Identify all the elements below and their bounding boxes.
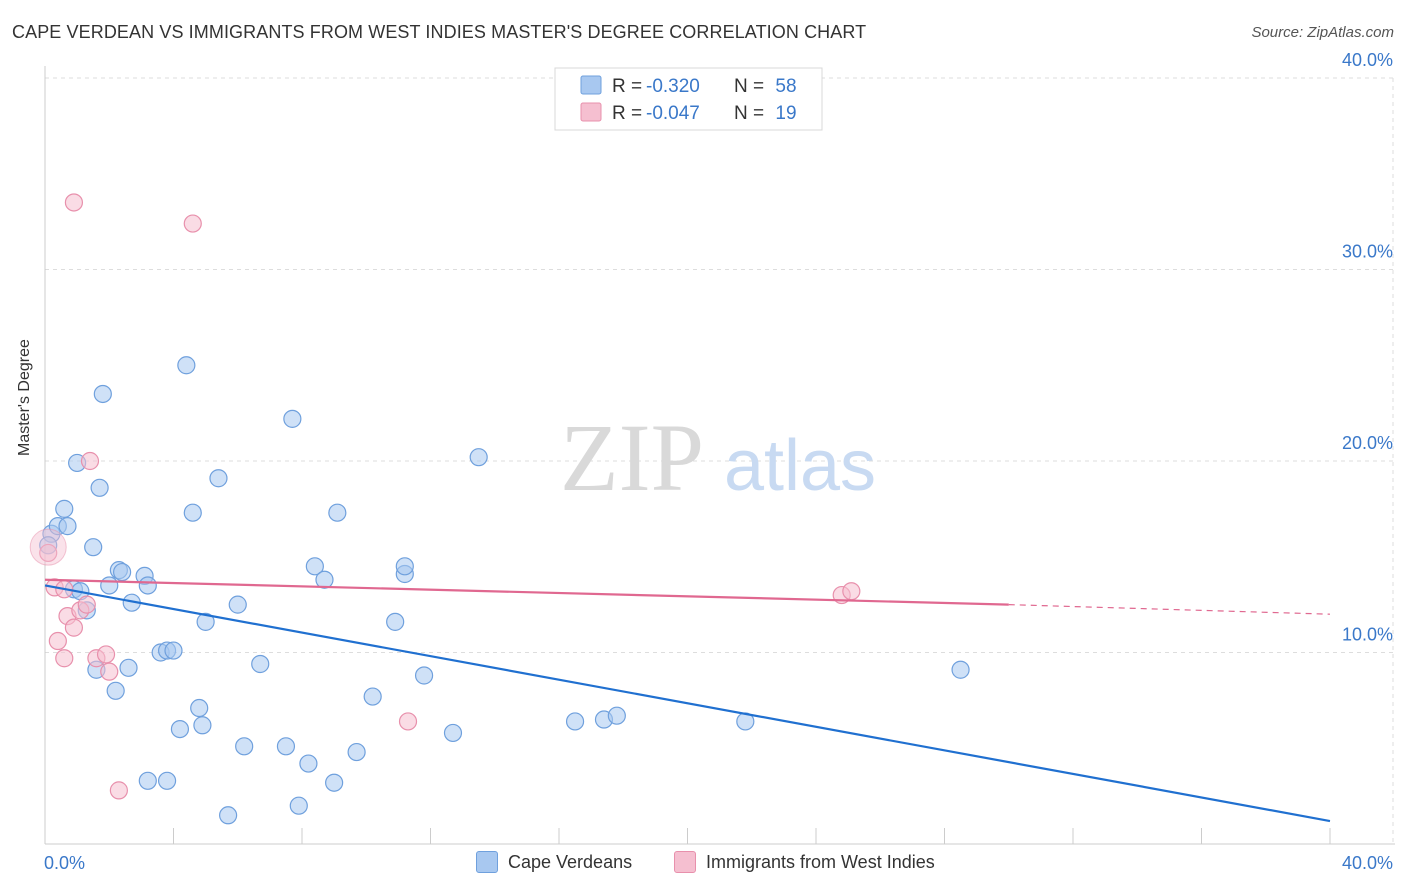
legend-top: R = -0.320 N = 58 R = -0.047 N = 19	[554, 67, 823, 131]
trend-line-cape-verdean	[44, 584, 1331, 823]
point-cape-verdean[interactable]	[251, 654, 270, 674]
point-cape-verdean[interactable]	[443, 723, 463, 743]
x-tick-label-max: 40.0%	[1342, 853, 1393, 873]
trend-lines	[44, 578, 1331, 823]
legend-item-west-indies[interactable]: Immigrants from West Indies	[674, 851, 935, 873]
point-cape-verdean[interactable]	[58, 517, 77, 536]
y-tick-label: 20.0%	[1342, 433, 1393, 453]
point-cape-verdean[interactable]	[347, 742, 366, 762]
point-west-indies[interactable]	[96, 645, 116, 664]
point-cape-verdean[interactable]	[219, 806, 238, 825]
point-cape-verdean[interactable]	[315, 570, 334, 589]
point-cape-verdean[interactable]	[235, 737, 254, 756]
point-cape-verdean[interactable]	[193, 716, 212, 735]
legend-bottom: Cape Verdeans Immigrants from West Indie…	[0, 851, 1406, 877]
watermark: ZIP atlas	[560, 404, 876, 511]
point-cape-verdean[interactable]	[93, 384, 112, 404]
trend-line-west-indies-extension	[1008, 604, 1331, 615]
watermark-atlas: atlas	[724, 426, 876, 506]
point-west-indies[interactable]	[48, 631, 67, 651]
tick-labels: 10.0% 20.0% 30.0% 40.0% 0.0% 40.0%	[44, 50, 1393, 873]
source-label: Source: ZipAtlas.com	[1251, 24, 1394, 41]
point-cape-verdean[interactable]	[119, 658, 138, 677]
point-cape-verdean[interactable]	[228, 595, 247, 614]
legend-r-label: R =	[612, 76, 642, 97]
legend-n-value: 58	[775, 76, 796, 97]
point-cape-verdean[interactable]	[106, 681, 125, 700]
legend-top-swatch	[580, 75, 602, 95]
point-cluster-origin[interactable]	[29, 528, 67, 566]
point-west-indies[interactable]	[109, 781, 128, 800]
axes	[44, 66, 1395, 845]
point-west-indies[interactable]	[842, 582, 861, 601]
y-tick-label: 30.0%	[1342, 242, 1393, 262]
point-cape-verdean[interactable]	[283, 409, 302, 428]
point-west-indies[interactable]	[183, 214, 202, 233]
legend-item-cape-verdeans[interactable]: Cape Verdeans	[476, 851, 632, 873]
legend-swatch-blue	[476, 851, 498, 873]
point-cape-verdean[interactable]	[196, 612, 215, 631]
point-west-indies[interactable]	[55, 649, 74, 668]
y-tick-label: 10.0%	[1342, 625, 1393, 645]
legend-n-label: N =	[734, 103, 764, 124]
point-cape-verdean[interactable]	[565, 712, 585, 731]
chart-title: CAPE VERDEAN VS IMMIGRANTS FROM WEST IND…	[12, 22, 867, 42]
point-cape-verdean[interactable]	[55, 499, 74, 518]
watermark-zip: ZIP	[560, 404, 704, 511]
point-west-indies[interactable]	[80, 451, 100, 471]
point-cape-verdean[interactable]	[100, 576, 119, 595]
point-cape-verdean[interactable]	[138, 576, 157, 595]
point-cape-verdean[interactable]	[386, 612, 405, 631]
legend-label-cape-verdeans: Cape Verdeans	[508, 851, 633, 872]
point-cape-verdean[interactable]	[328, 503, 347, 522]
point-cape-verdean[interactable]	[276, 737, 296, 756]
point-cape-verdean[interactable]	[190, 698, 209, 718]
point-cape-verdean[interactable]	[299, 754, 318, 773]
data-points	[29, 193, 970, 825]
legend-swatch-pink	[674, 851, 696, 873]
point-cape-verdean[interactable]	[363, 687, 382, 706]
point-cape-verdean[interactable]	[305, 557, 324, 576]
point-cape-verdean[interactable]	[170, 719, 190, 739]
point-cape-verdean[interactable]	[138, 771, 157, 790]
legend-n-label: N =	[734, 76, 764, 97]
point-cape-verdean[interactable]	[90, 478, 109, 497]
x-tick-label-min: 0.0%	[44, 853, 85, 873]
point-cape-verdean[interactable]	[177, 356, 196, 375]
point-cape-verdean[interactable]	[469, 448, 488, 467]
legend-n-value: 19	[775, 103, 796, 124]
point-west-indies[interactable]	[39, 543, 58, 563]
legend-label-west-indies: Immigrants from West Indies	[706, 851, 935, 872]
y-tick-label: 40.0%	[1342, 50, 1393, 70]
point-west-indies[interactable]	[64, 618, 84, 637]
trend-line-west-indies	[44, 578, 1009, 606]
point-cape-verdean[interactable]	[325, 773, 344, 792]
point-cape-verdean[interactable]	[414, 666, 434, 685]
point-cape-verdean[interactable]	[607, 706, 626, 725]
point-west-indies[interactable]	[64, 193, 84, 212]
legend-r-value: -0.320	[646, 76, 700, 97]
point-west-indies[interactable]	[398, 712, 418, 731]
point-cape-verdean[interactable]	[951, 660, 970, 679]
point-cape-verdean[interactable]	[157, 771, 177, 790]
point-cape-verdean[interactable]	[289, 796, 308, 815]
point-cape-verdean[interactable]	[84, 538, 103, 557]
point-cape-verdean[interactable]	[164, 641, 183, 660]
grid-lines	[45, 77, 1395, 844]
point-cape-verdean[interactable]	[183, 503, 202, 522]
legend-r-label: R =	[612, 103, 642, 124]
point-west-indies[interactable]	[77, 595, 96, 614]
point-cape-verdean[interactable]	[112, 562, 132, 582]
point-west-indies[interactable]	[100, 662, 119, 681]
legend-r-value: -0.047	[646, 103, 700, 124]
point-cape-verdean[interactable]	[395, 557, 414, 576]
legend-top-swatch	[580, 102, 602, 122]
point-cape-verdean[interactable]	[209, 469, 228, 488]
